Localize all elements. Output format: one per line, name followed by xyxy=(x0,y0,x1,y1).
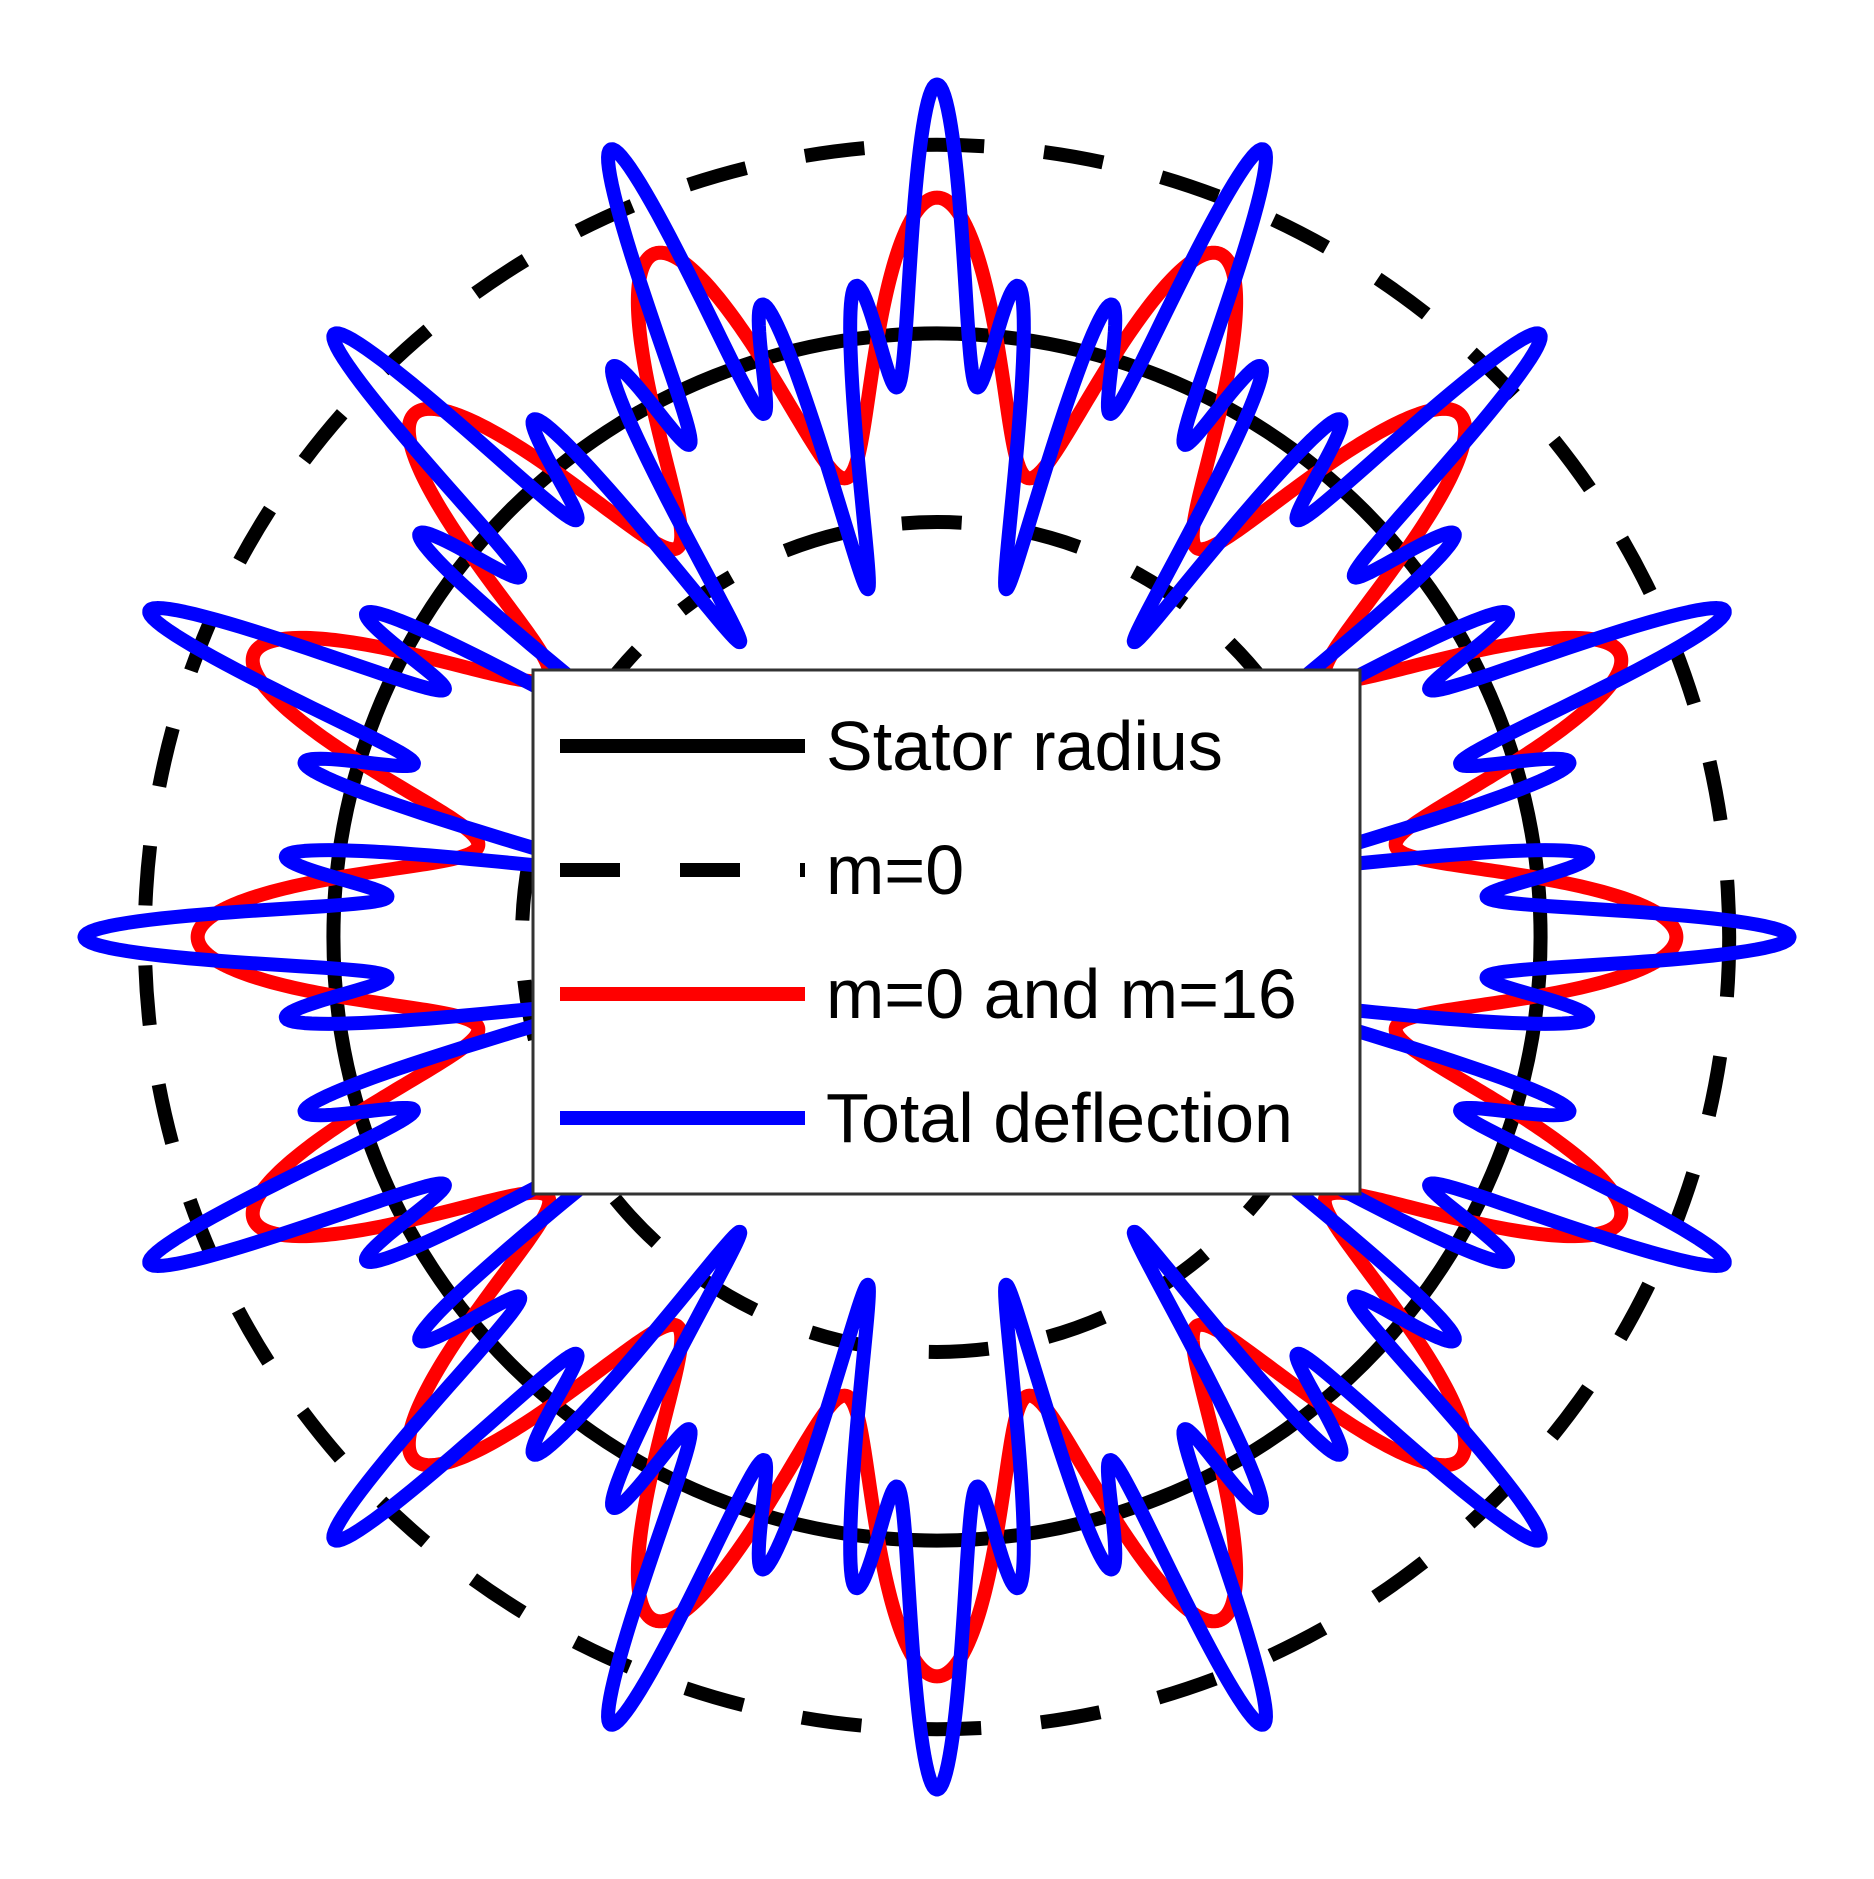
legend-box xyxy=(531,668,1362,1196)
legend-label-m0-and-m16: m=0 and m=16 xyxy=(826,955,1297,1033)
m0-and-m16-curve xyxy=(190,190,1684,1684)
plot-area xyxy=(77,77,1797,1797)
legend-label-m0: m=0 xyxy=(826,831,964,909)
legend: Stator radius m=0 m=0 and m=16 Total def… xyxy=(531,668,1362,1196)
stator-radius-circle xyxy=(326,326,1548,1548)
total-deflection-curve xyxy=(77,77,1797,1797)
legend-label-total-deflection: Total deflection xyxy=(826,1079,1293,1157)
legend-label-stator-radius: Stator radius xyxy=(826,707,1223,785)
m0-outer-circle xyxy=(137,137,1737,1737)
